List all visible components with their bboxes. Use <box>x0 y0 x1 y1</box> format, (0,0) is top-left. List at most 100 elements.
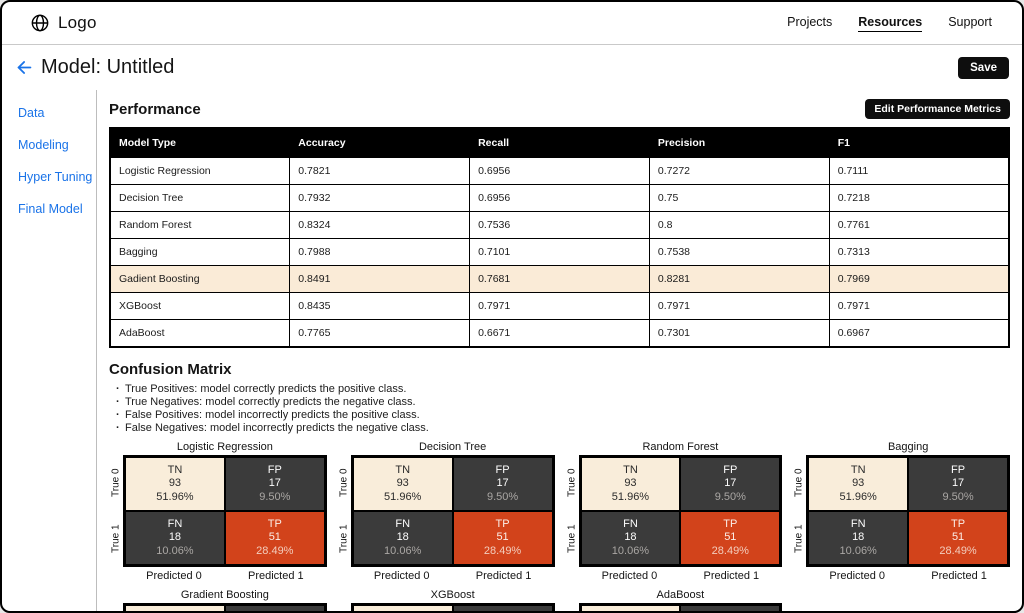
metric-cell: 0.7218 <box>828 184 1010 212</box>
cell-pct: 9.50% <box>942 490 974 503</box>
y-axis-label: True 1 <box>793 524 805 554</box>
cell-pct: 10.06% <box>384 544 422 557</box>
matrix-title: Bagging <box>887 441 929 453</box>
model-type-cell: Decision Tree <box>109 184 291 212</box>
nav-projects[interactable]: Projects <box>787 14 833 29</box>
metric-cell: 0.7301 <box>648 319 830 348</box>
sidebar-item-final-model[interactable]: Final Model <box>18 202 83 216</box>
cell-label: TP <box>495 517 510 530</box>
edit-performance-metrics-button[interactable]: Edit Performance Metrics <box>865 99 1010 119</box>
back-arrow-icon[interactable] <box>15 58 34 77</box>
sidebar-item-data[interactable]: Data <box>18 106 45 120</box>
cell-label: TN <box>395 463 411 476</box>
save-button[interactable]: Save <box>958 56 1009 79</box>
cell-pct: 51.96% <box>839 490 877 503</box>
x-axis-label: Predicted 1 <box>703 570 760 582</box>
tp-cell: TP 51 28.49% <box>224 511 325 565</box>
cell-label: TP <box>267 517 282 530</box>
metric-cell: 0.7101 <box>469 238 650 266</box>
cell-count: 17 <box>268 477 281 490</box>
tp-cell: TP 51 28.49% <box>908 511 1008 565</box>
model-type-cell: Gadient Boosting <box>109 265 291 293</box>
metric-cell: 0.7272 <box>648 157 830 185</box>
nav-resources[interactable]: Resources <box>858 15 923 32</box>
matrix-title: Decision Tree <box>418 441 487 453</box>
y-axis-label: True 0 <box>337 603 351 611</box>
performance-heading: Performance <box>109 100 201 118</box>
x-axis-labels: Predicted 0 Predicted 1 <box>565 570 783 582</box>
y-axis-label: True 0 <box>110 468 122 498</box>
top-nav: Projects Resources Support <box>787 15 992 32</box>
table-row-logistic-regression[interactable]: Logistic Regression 0.7821 0.6956 0.7272 0.7… <box>109 157 1010 185</box>
table-row-random-forest[interactable]: Random Forest 0.8324 0.7536 0.8 0.7761 <box>109 211 1010 239</box>
x-axis-label: Predicted 0 <box>601 570 658 582</box>
logo[interactable]: Logo <box>30 13 97 33</box>
metric-cell: 0.8 <box>648 211 830 239</box>
metric-cell: 0.7969 <box>828 265 1010 293</box>
cell-label: TP <box>723 517 738 530</box>
nav-support[interactable]: Support <box>948 14 992 29</box>
x-axis-label: Predicted 1 <box>247 570 304 582</box>
cell-pct: 9.50% <box>486 490 519 503</box>
cell-label: FP <box>951 463 966 476</box>
table-row-xgboost[interactable]: XGBoost 0.8435 0.7971 0.7971 0.7971 <box>109 292 1010 320</box>
legend-item: True Positives: model correctly predicts… <box>115 383 1010 396</box>
cell-pct: 51.96% <box>611 490 650 503</box>
sidebar-item-modeling[interactable]: Modeling <box>18 138 69 152</box>
y-axis-label: True 1 <box>338 524 350 554</box>
y-axis-label: True 1 <box>566 524 577 554</box>
cell-count: 93 <box>852 477 865 490</box>
y-axis-label: True 0 <box>793 468 805 498</box>
logo-label: Logo <box>58 13 97 32</box>
fn-cell: FN 18 10.06% <box>808 511 909 565</box>
cell-count: 18 <box>396 531 409 544</box>
tp-cell: TP 51 28.49% <box>680 511 781 565</box>
metric-cell: 0.7971 <box>648 292 830 320</box>
cell-pct: 51.96% <box>156 490 194 503</box>
cell-label: TN <box>850 463 866 476</box>
metric-cell: 0.7971 <box>469 292 650 320</box>
table-row-bagging[interactable]: Bagging 0.7988 0.7101 0.7538 0.7313 <box>109 238 1010 266</box>
x-axis-label: Predicted 1 <box>931 570 987 582</box>
metric-cell: 0.7988 <box>289 238 471 266</box>
content-area: Data Modeling Hyper Tuning Final Model Perf… <box>2 90 1022 611</box>
metric-cell: 0.7765 <box>289 319 471 348</box>
main-panel: Performance Edit Performance Metrics Mod… <box>97 90 1022 611</box>
table-row-gadient-boosting[interactable]: Gadient Boosting 0.8491 0.7681 0.8281 0.7969 <box>109 265 1010 293</box>
metric-cell: 0.7681 <box>469 265 650 293</box>
table-row-decision-tree[interactable]: Decision Tree 0.7932 0.6956 0.75 0.7218 <box>109 184 1010 212</box>
column-header-model-type: Model Type <box>109 127 291 158</box>
sidebar-item-hyper-tuning[interactable]: Hyper Tuning <box>18 170 93 184</box>
model-type-cell: XGBoost <box>109 292 291 320</box>
cell-count: 93 <box>168 477 182 490</box>
cell-pct: 28.49% <box>711 544 749 557</box>
x-axis-label: Predicted 0 <box>146 570 202 582</box>
performance-table: Model Type Accuracy Recall Precision F1 Logi… <box>109 127 1010 348</box>
y-axis-label: True 0 <box>109 603 123 611</box>
fn-cell: FN 18 10.06% <box>352 511 453 565</box>
table-row-adaboost[interactable]: AdaBoost 0.7765 0.6671 0.7301 0.6967 <box>109 319 1010 348</box>
top-navbar: Logo Projects Resources Support <box>2 2 1022 45</box>
cell-count: 51 <box>724 531 737 544</box>
cell-pct: 9.50% <box>259 490 291 503</box>
cell-count: 17 <box>951 477 965 490</box>
metric-cell: 0.8281 <box>648 265 830 293</box>
cell-count: 51 <box>496 531 509 544</box>
cell-label: FP <box>495 463 510 476</box>
